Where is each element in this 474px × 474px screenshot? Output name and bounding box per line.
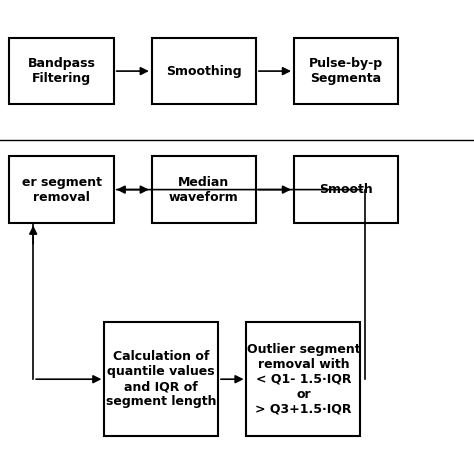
Text: Median
waveform: Median waveform xyxy=(169,175,239,204)
FancyBboxPatch shape xyxy=(152,156,256,223)
FancyBboxPatch shape xyxy=(294,38,398,104)
FancyBboxPatch shape xyxy=(294,156,398,223)
FancyBboxPatch shape xyxy=(104,322,218,436)
Text: Bandpass
Filtering: Bandpass Filtering xyxy=(27,57,96,85)
Text: Smoothing: Smoothing xyxy=(166,64,242,78)
FancyBboxPatch shape xyxy=(152,38,256,104)
FancyBboxPatch shape xyxy=(9,156,114,223)
Text: Calculation of
quantile values
and IQR of
segment length: Calculation of quantile values and IQR o… xyxy=(106,350,217,408)
Text: Pulse-by-p
Segmenta: Pulse-by-p Segmenta xyxy=(309,57,383,85)
FancyBboxPatch shape xyxy=(246,322,360,436)
Text: Smooth: Smooth xyxy=(319,183,373,196)
FancyBboxPatch shape xyxy=(9,38,114,104)
Text: Outlier segment
removal with
< Q1- 1.5·IQR
or
> Q3+1.5·IQR: Outlier segment removal with < Q1- 1.5·I… xyxy=(246,343,360,416)
Text: er segment
removal: er segment removal xyxy=(22,175,101,204)
